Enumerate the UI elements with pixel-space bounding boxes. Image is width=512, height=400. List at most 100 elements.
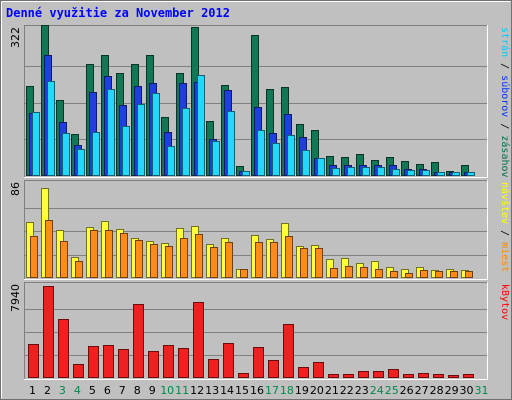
bars [26,25,475,378]
bar-bottom-kBytov-4 [73,364,84,378]
legend-entry: súborov [499,75,511,117]
bar-bottom-kBytov-21 [328,374,339,378]
bar-bottom-kBytov-28 [433,374,444,378]
bar-top-strn-24 [377,167,385,176]
bar-top-strn-7 [122,126,130,176]
bar-bottom-kBytov-14 [223,343,234,378]
x-tick-label-31: 31 [475,384,489,397]
x-tick-label-28: 28 [430,384,444,397]
x-tick-label-23: 23 [355,384,369,397]
bar-top-strn-18 [287,135,295,176]
x-tick-label-13: 13 [205,384,219,397]
x-tick-label-15: 15 [235,384,249,397]
bar-middle-miest-1 [30,236,38,278]
bar-bottom-kBytov-19 [298,367,309,378]
bar-top-strn-28 [437,172,445,176]
bar-bottom-kBytov-10 [163,345,174,378]
bar-middle-miest-16 [255,242,263,278]
bar-middle-miest-26 [405,273,413,278]
x-tick-label-22: 22 [340,384,354,397]
x-tick-label-25: 25 [385,384,399,397]
legend-entry: / [499,57,510,75]
bar-middle-miest-2 [45,220,53,278]
x-tick-label-24: 24 [370,384,384,397]
bar-bottom-kBytov-11 [178,348,189,378]
bar-middle-miest-6 [105,230,113,278]
x-tick-label-7: 7 [119,384,126,397]
bar-middle-miest-23 [360,267,368,278]
x-tick-label-16: 16 [250,384,264,397]
bar-top-strn-5 [92,132,100,176]
bar-bottom-kBytov-13 [208,359,219,378]
bar-middle-miest-17 [270,242,278,278]
bar-middle-miest-21 [330,268,338,278]
x-tick-labels: 1 2 3 4 5 6 7 8 9 10 11 12 13 14 15 16 17 18 19 20 21 22 23 24 2… [29,384,489,397]
legend-entry: / [499,117,510,135]
x-tick-label-3: 3 [59,384,66,397]
bar-bottom-kBytov-9 [148,351,159,378]
bar-top-strn-21 [332,168,340,176]
x-tick-label-19: 19 [295,384,309,397]
bar-bottom-kBytov-30 [463,374,474,378]
legend-entry: návštev [499,182,511,224]
x-tick-label-27: 27 [415,384,429,397]
legend-entry: / [499,224,510,242]
bar-top-strn-13 [212,141,220,176]
bar-middle-miest-4 [75,261,83,278]
bar-middle-miest-20 [315,248,323,278]
x-tick-label-12: 12 [190,384,204,397]
bar-bottom-kBytov-5 [88,346,99,378]
bar-bottom-kBytov-16 [253,347,264,378]
bar-bottom-kBytov-25 [388,369,399,378]
bar-bottom-kBytov-20 [313,362,324,378]
bar-top-strn-4 [77,149,85,176]
bar-middle-miest-24 [375,269,383,278]
bar-bottom-kBytov-7 [118,349,129,378]
bar-top-strn-17 [272,143,280,176]
panel-side-label-middle: návštev / miest [499,182,511,272]
bar-bottom-kBytov-12 [193,302,204,378]
bar-top-strn-9 [152,93,160,176]
bar-bottom-kBytov-1 [28,344,39,378]
x-tick-label-14: 14 [220,384,234,397]
bar-bottom-kBytov-3 [58,319,69,378]
bar-top-strn-20 [317,158,325,176]
bar-bottom-kBytov-18 [283,324,294,378]
x-tick-label-8: 8 [134,384,141,397]
bar-middle-miest-11 [180,238,188,278]
x-tick-label-26: 26 [400,384,414,397]
bar-middle-miest-30 [465,271,473,278]
x-tick-label-6: 6 [104,384,111,397]
bar-bottom-kBytov-8 [133,304,144,378]
bar-top-strn-14 [227,111,235,176]
bar-bottom-kBytov-23 [358,371,369,378]
legend-entry: kBytov [499,284,510,320]
x-tick-label-21: 21 [325,384,339,397]
bar-middle-miest-28 [435,271,443,278]
x-tick-label-4: 4 [74,384,81,397]
legend-entry: miest [499,242,510,272]
bar-top-strn-16 [257,130,265,176]
bar-bottom-kBytov-15 [238,373,249,378]
bar-bottom-kBytov-17 [268,360,279,378]
bar-bottom-kBytov-24 [373,371,384,378]
bar-middle-miest-8 [135,240,143,278]
bar-top-strn-8 [137,104,145,176]
bar-top-strn-19 [302,150,310,176]
max-labels: 322 86 7940 [9,27,22,312]
bar-bottom-kBytov-22 [343,374,354,378]
bar-top-strn-30 [467,172,475,176]
bar-middle-miest-5 [90,230,98,278]
bar-middle-miest-14 [225,242,233,278]
bar-middle-miest-29 [450,271,458,278]
bar-top-strn-26 [407,170,415,176]
panel-side-label-top: strán / súborov / zásahov [499,27,511,178]
bar-top-strn-23 [362,167,370,176]
bar-middle-miest-3 [60,241,68,278]
bar-middle-miest-7 [120,233,128,278]
bar-middle-miest-18 [285,236,293,278]
panel-max-label-middle: 86 [9,182,22,196]
bar-top-strn-25 [392,169,400,176]
x-tick-label-20: 20 [310,384,324,397]
